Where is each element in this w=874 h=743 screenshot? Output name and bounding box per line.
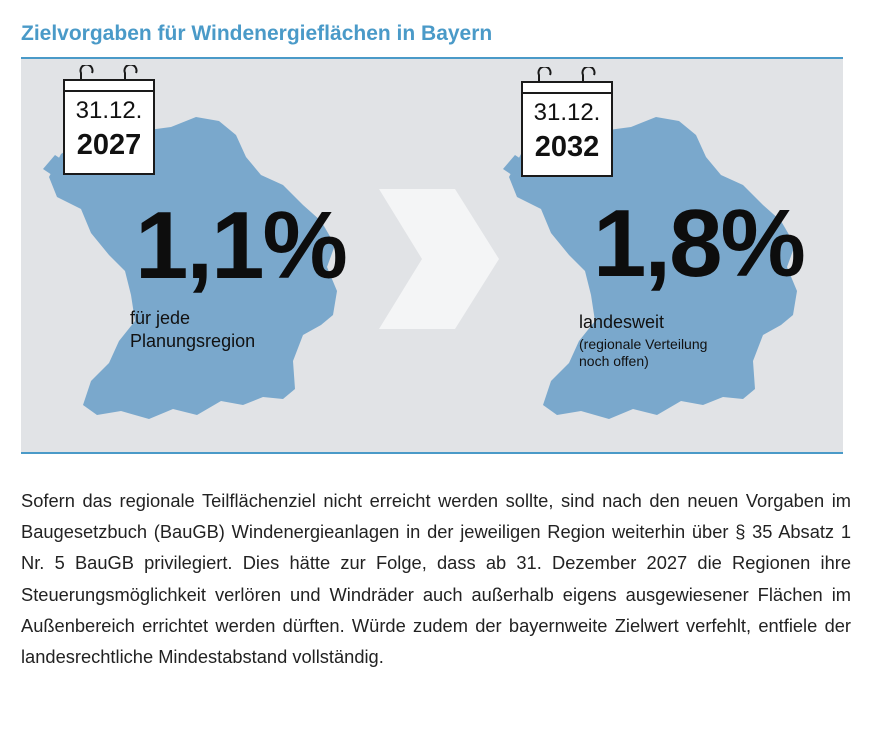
calendar-icon	[79, 65, 138, 79]
target-note: (regionale Verteilung noch offen)	[579, 336, 707, 370]
target-caption: landesweit	[579, 311, 664, 334]
caption-line: landesweit	[579, 312, 665, 332]
caption-line: für jede	[130, 308, 191, 328]
note-line: noch offen)	[579, 353, 649, 369]
target-value: 1,1%	[135, 192, 348, 299]
calendar-icon	[537, 67, 596, 81]
target-caption: für jede Planungsregion	[130, 307, 255, 353]
target-date: 31.12.	[75, 97, 143, 124]
target-year: 2027	[76, 129, 142, 161]
note-line: (regionale Verteilung	[579, 336, 708, 352]
calendar-2027: 31.12. 2027	[63, 65, 155, 175]
target-infographic: 31.12. 2027 1,1% für jede Planungsregion…	[21, 57, 843, 454]
bavaria-map-icon	[43, 117, 337, 419]
calendar-header	[65, 81, 153, 92]
caption-line: Planungsregion	[130, 331, 256, 351]
double-chevron-right-icon	[379, 189, 499, 329]
calendar-2032: 31.12. 2032	[521, 67, 613, 177]
calendar-header	[523, 83, 611, 94]
target-date: 31.12.	[533, 99, 601, 126]
target-value: 1,8%	[593, 190, 806, 297]
target-year: 2032	[534, 131, 600, 163]
target-panel-2027: 31.12. 2027 1,1% für jede Planungsregion	[21, 59, 421, 452]
body-paragraph: Sofern das regionale Teilflächenziel nic…	[21, 490, 851, 668]
target-panel-2032: 31.12. 2032 1,8% landesweit (regionale V…	[481, 59, 843, 452]
page-title: Zielvorgaben für Windenergieflächen in B…	[21, 22, 493, 45]
